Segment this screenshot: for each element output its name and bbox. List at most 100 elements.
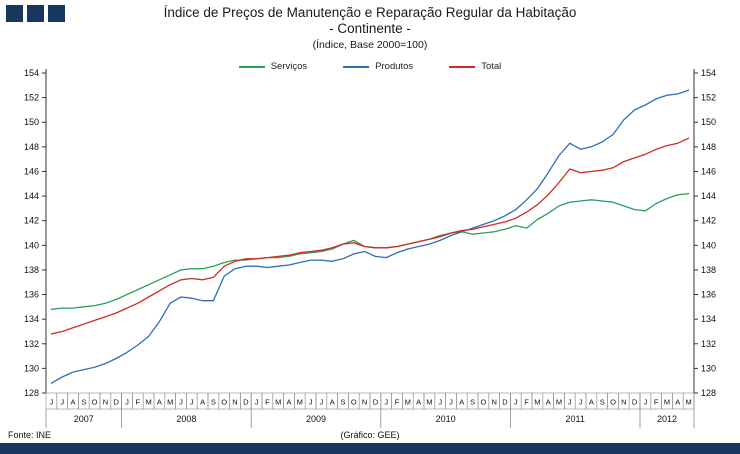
x-month-label: D [373, 398, 379, 407]
x-month-label: A [589, 398, 594, 407]
x-month-label: S [600, 398, 605, 407]
title-block: Índice de Preços de Manutenção e Reparaç… [0, 5, 740, 52]
x-month-label: D [632, 398, 638, 407]
x-month-label: N [362, 398, 367, 407]
legend-item-total: Total [449, 61, 501, 72]
x-axis-years: 2007 2008 2009 2010 2011 2012 [45, 393, 695, 428]
legend-item-serviços: Serviços [238, 61, 308, 72]
x-month-label: J [514, 398, 518, 407]
y-tick-label-right: 142 [701, 216, 716, 226]
page-title: Índice de Preços de Manutenção e Reparaç… [163, 5, 577, 20]
x-month-label: A [330, 398, 335, 407]
y-tick-label-left: 152 [24, 93, 39, 103]
y-tick-label-right: 136 [701, 290, 716, 300]
x-month-label: A [286, 398, 291, 407]
y-tick-label-left: 134 [24, 314, 39, 324]
y-tick-label-right: 144 [701, 191, 716, 201]
logo-squares [6, 5, 65, 22]
year-label: 2010 [436, 414, 456, 424]
x-month-label: J [179, 398, 183, 407]
y-tick-label-right: 128 [701, 388, 716, 398]
logo-square [27, 5, 44, 22]
chart-legend: Serviços Produtos Total [0, 61, 740, 72]
x-month-label: F [654, 398, 659, 407]
x-month-label: J [644, 398, 648, 407]
x-month-label: M [664, 398, 670, 407]
x-month-label: D [113, 398, 119, 407]
y-tick-label-left: 148 [24, 142, 39, 152]
x-month-label: A [459, 398, 464, 407]
y-tick-label-left: 154 [24, 68, 39, 78]
x-month-label: J [125, 398, 129, 407]
y-tick-label-right: 140 [701, 240, 716, 250]
x-month-label: J [384, 398, 388, 407]
logo-square [6, 5, 23, 22]
legend-item-produtos: Produtos [343, 61, 413, 72]
credit-note: (Gráfico: GEE) [340, 430, 400, 440]
x-month-label: F [265, 398, 270, 407]
x-month-label: A [70, 398, 75, 407]
x-month-label: O [351, 398, 357, 407]
x-month-label: A [157, 398, 162, 407]
chart-note: (Índice, Base 2000=100) [312, 39, 428, 52]
x-month-label: O [480, 398, 486, 407]
legend-line-swatch [238, 65, 265, 68]
x-month-label: J [579, 398, 583, 407]
x-month-label: A [416, 398, 421, 407]
y-tick-label-left: 140 [24, 240, 39, 250]
legend-label: Produtos [375, 61, 414, 72]
y-tick-label-right: 138 [701, 265, 716, 275]
series-line-total [50, 137, 690, 335]
page-subtitle: - Continente - [329, 21, 411, 37]
y-tick-label-right: 152 [701, 93, 716, 103]
y-axis: 128 128 130 130 132 132 134 134 136 136 138 138 140 1… [24, 68, 716, 398]
y-tick-label-right: 150 [701, 117, 716, 127]
y-tick-label-right: 146 [701, 166, 716, 176]
y-tick-label-right: 134 [701, 314, 716, 324]
y-tick-label-left: 128 [24, 388, 39, 398]
legend-label: Serviços [270, 61, 308, 72]
x-month-label: N [232, 398, 237, 407]
x-month-label: J [320, 398, 324, 407]
x-month-label: D [243, 398, 249, 407]
x-month-label: A [546, 398, 551, 407]
source-note: Fonte: INE [8, 430, 52, 440]
x-month-label: A [675, 398, 680, 407]
x-month-label: M [275, 398, 281, 407]
y-tick-label-left: 138 [24, 265, 39, 275]
x-month-label: J [438, 398, 442, 407]
x-month-label: J [568, 398, 572, 407]
y-tick-label-right: 132 [701, 339, 716, 349]
x-month-label: S [211, 398, 216, 407]
x-month-label: M [685, 398, 691, 407]
x-month-label: S [340, 398, 345, 407]
year-label: 2009 [306, 414, 326, 424]
legend-label: Total [481, 61, 502, 72]
x-month-label: M [297, 398, 303, 407]
x-month-label: N [621, 398, 626, 407]
x-month-label: M [426, 398, 432, 407]
year-label: 2008 [176, 414, 196, 424]
x-month-label: N [103, 398, 108, 407]
x-month-label: J [255, 398, 259, 407]
series-line-serviços [50, 192, 690, 310]
year-label: 2011 [566, 414, 585, 424]
y-tick-label-left: 136 [24, 290, 39, 300]
bottom-bar [0, 443, 740, 454]
x-month-label: A [200, 398, 205, 407]
x-month-label: S [470, 398, 475, 407]
x-month-label: O [610, 398, 616, 407]
x-month-label: J [60, 398, 64, 407]
x-month-label: J [50, 398, 54, 407]
legend-line-swatch [449, 65, 476, 68]
y-tick-label-left: 144 [24, 191, 39, 201]
year-label: 2012 [657, 414, 677, 424]
y-tick-label-left: 142 [24, 216, 39, 226]
x-month-label: M [534, 398, 540, 407]
x-month-label: J [309, 398, 313, 407]
legend-line-swatch [343, 65, 370, 68]
x-month-label: D [502, 398, 508, 407]
